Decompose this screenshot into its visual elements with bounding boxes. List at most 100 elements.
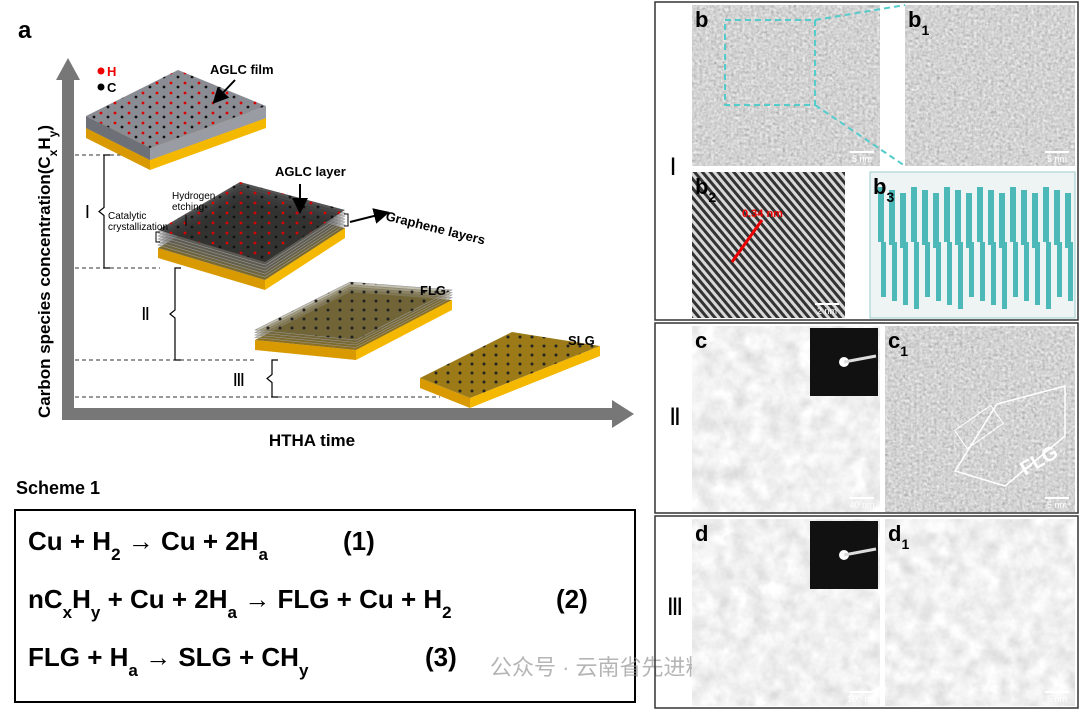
profile-bar bbox=[980, 242, 985, 301]
scale-label: 2 nm bbox=[817, 306, 837, 316]
panel-letter: c bbox=[888, 328, 900, 353]
y-axis-label-part: ) bbox=[35, 125, 54, 131]
profile-bar bbox=[1054, 190, 1060, 245]
profile-bar bbox=[1021, 190, 1027, 245]
row-frame bbox=[654, 1, 1079, 321]
equation-part: → SLG + CH bbox=[138, 642, 299, 672]
panel-label: b1 bbox=[908, 7, 929, 38]
equation: FLG + Ha → SLG + CHy bbox=[28, 642, 309, 680]
annotation: etching bbox=[172, 202, 204, 213]
profile-bar bbox=[900, 193, 906, 248]
stage-label: Ⅰ bbox=[85, 202, 90, 222]
row-stage: Ⅱ bbox=[669, 404, 681, 431]
equation-part: FLG + H bbox=[28, 642, 128, 672]
stage-bracket bbox=[266, 359, 278, 398]
panel-sub: 1 bbox=[901, 536, 909, 552]
x-axis-label: HTHA time bbox=[269, 431, 355, 450]
equation-part: a bbox=[228, 603, 238, 622]
annotation: Hydrogen bbox=[172, 191, 215, 202]
profile-bar bbox=[1057, 242, 1062, 297]
s1-cu-side bbox=[86, 128, 150, 170]
profile-bar bbox=[969, 242, 974, 297]
profile-bar bbox=[947, 242, 952, 305]
panel-sub: 1 bbox=[900, 343, 908, 359]
profile-bar bbox=[911, 187, 917, 242]
annotation: Catalytic bbox=[108, 211, 146, 222]
scale-label: 100 nm bbox=[847, 694, 877, 704]
s4-cu-side bbox=[470, 346, 600, 408]
profile-bar bbox=[1043, 187, 1049, 242]
profile-bar bbox=[999, 193, 1005, 248]
profile-bar bbox=[925, 242, 930, 297]
profile-bar bbox=[892, 242, 897, 301]
annotation: SLG bbox=[568, 333, 595, 348]
equation-part: nC bbox=[28, 584, 63, 614]
profile-bar bbox=[958, 242, 963, 309]
x-axis bbox=[62, 400, 634, 428]
y-axis-label-part: Carbon species concentration(C bbox=[35, 156, 54, 418]
panel-sub: 3 bbox=[886, 189, 894, 205]
equation: nCxHy + Cu + 2Ha → FLG + Cu + H2 bbox=[28, 584, 452, 622]
equation-part: → Cu + 2H bbox=[121, 526, 259, 556]
y-axis-label-part: H bbox=[35, 137, 54, 149]
equation-part: 2 bbox=[111, 545, 120, 564]
row-stage: Ⅲ bbox=[667, 594, 684, 621]
panel-letter: b bbox=[695, 7, 708, 32]
y-axis-label: Carbon species concentration(CxHy) bbox=[35, 125, 60, 418]
s1-cu-side bbox=[150, 118, 266, 170]
profile-bar bbox=[1068, 242, 1073, 301]
profile-bar bbox=[977, 187, 983, 242]
legend-dot-h bbox=[97, 67, 105, 75]
panel-label: b3 bbox=[873, 174, 894, 205]
profile-bar bbox=[1024, 242, 1029, 301]
panel-sub: 2 bbox=[708, 189, 716, 205]
panel-label: d bbox=[695, 521, 708, 546]
flg-outline bbox=[953, 385, 1066, 487]
row-stage: Ⅰ bbox=[669, 154, 676, 181]
film-side bbox=[86, 116, 150, 160]
equation-part: Cu + H bbox=[28, 526, 111, 556]
equation-part: + Cu + 2H bbox=[100, 584, 227, 614]
panel-label: b2 bbox=[695, 174, 716, 205]
equation-part: → FLG + Cu + H bbox=[237, 584, 442, 614]
panel-letter: d bbox=[695, 521, 708, 546]
zoom-line bbox=[814, 4, 906, 21]
tem-image bbox=[692, 5, 880, 166]
profile-bar bbox=[955, 190, 961, 245]
equation-number: (2) bbox=[556, 584, 588, 614]
s3-cu-side bbox=[255, 340, 356, 360]
panel-label: b bbox=[695, 7, 708, 32]
film-side bbox=[150, 106, 266, 160]
annotation: AGLC layer bbox=[275, 164, 346, 179]
equation-part: a bbox=[128, 661, 138, 680]
legend-dot-c bbox=[97, 83, 105, 91]
lattice-spacing: 0.34 nm bbox=[742, 208, 783, 220]
profile-bar bbox=[991, 242, 996, 305]
equation: Cu + H2 → Cu + 2Ha bbox=[28, 526, 269, 564]
profile-bar bbox=[1032, 193, 1038, 248]
profile-bar bbox=[903, 242, 908, 305]
scale-label: 5 nm bbox=[852, 154, 872, 164]
equation-part: H bbox=[72, 584, 91, 614]
stage-label: Ⅱ bbox=[141, 304, 150, 324]
profile-bar bbox=[933, 193, 939, 248]
panel-letter: b bbox=[908, 7, 921, 32]
flg-outline bbox=[953, 404, 1005, 450]
scheme-title: Scheme 1 bbox=[16, 478, 100, 498]
s2-cu-side bbox=[265, 228, 345, 290]
s4-cu-side bbox=[420, 378, 470, 408]
equation-part: a bbox=[259, 545, 269, 564]
panel-letter: c bbox=[695, 328, 707, 353]
equation-part: y bbox=[299, 661, 309, 680]
profile-bar bbox=[922, 190, 928, 245]
row-frame bbox=[654, 515, 1079, 709]
fft-image bbox=[692, 172, 845, 318]
panel-label: a bbox=[18, 17, 32, 44]
zoom-box bbox=[724, 19, 816, 106]
annotation: Graphene layers bbox=[384, 208, 486, 247]
brace bbox=[344, 213, 349, 227]
equation-part: y bbox=[91, 603, 101, 622]
scale-label: 5 nm bbox=[1047, 154, 1067, 164]
profile-bar bbox=[1002, 242, 1007, 309]
